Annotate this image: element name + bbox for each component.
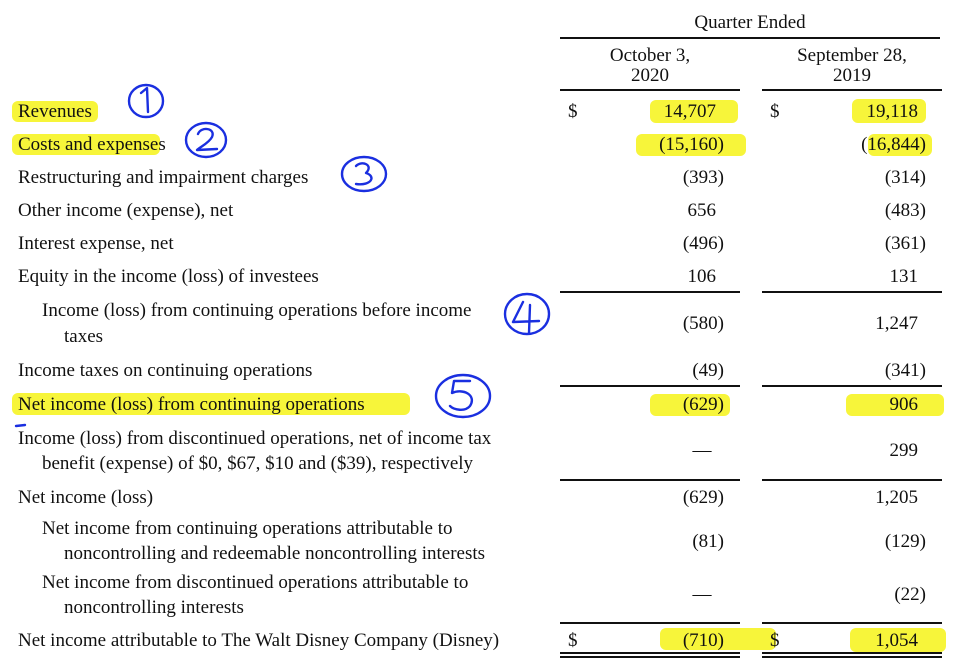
row-label: Costs and expenses	[18, 134, 166, 155]
col2-header-line2: 2019	[833, 65, 871, 86]
row-label-line1: Income (loss) from discontinued operatio…	[18, 428, 492, 449]
highlight-netcont-label	[12, 393, 410, 415]
highlight-revenues-col2	[852, 99, 926, 123]
row-value-2019: (16,844)	[861, 134, 926, 155]
currency-symbol: $	[568, 101, 578, 122]
col1-header-underline	[560, 89, 740, 91]
row-label-line1: Net income from discontinued operations …	[42, 572, 469, 593]
row-value-2019: (483)	[884, 200, 926, 221]
row-value-2020: (15,160)	[659, 134, 724, 155]
total-double-rule-2020-top	[560, 652, 740, 654]
subtotal-rule-2019	[762, 385, 942, 387]
row-label: Restructuring and impairment charges	[18, 167, 309, 188]
col1-header-line1: October 3,	[609, 45, 691, 66]
row-label-line1: Net income from continuing operations at…	[42, 518, 453, 539]
subtotal-rule-2020	[560, 291, 740, 293]
annotation-mark-1	[127, 83, 165, 119]
annotation-mark-4	[503, 292, 551, 336]
highlight-revenues-label	[12, 101, 98, 122]
row-label: Net income attributable to The Walt Disn…	[18, 630, 500, 651]
highlight-disney-col1	[660, 628, 776, 650]
row-value-2020: (393)	[682, 167, 724, 188]
row-value-2020: (81)	[692, 531, 724, 552]
subtotal-rule-2019	[762, 479, 942, 481]
subtotal-rule-2020	[560, 385, 740, 387]
row-value-2020: 14,707	[663, 101, 716, 122]
highlight-costs-col1	[636, 134, 746, 156]
row-value-2019: (361)	[884, 233, 926, 254]
total-double-rule-2019-top	[762, 652, 942, 654]
row-label-line2: noncontrolling interests	[64, 597, 244, 618]
row-value-2020: (710)	[682, 630, 724, 651]
row-value-2020: (496)	[682, 233, 724, 254]
highlight-costs-label	[12, 134, 160, 155]
row-label: Income taxes on continuing operations	[18, 360, 313, 381]
row-label-line1: Income (loss) from continuing operations…	[42, 300, 472, 321]
annotation-mark-2	[184, 121, 228, 159]
row-value-2020: —	[692, 440, 712, 461]
col2-header-underline	[762, 89, 942, 91]
total-double-rule-2020-bottom	[560, 656, 740, 658]
row-value-2020: 656	[687, 200, 717, 221]
row-label: Revenues	[18, 101, 92, 122]
subtotal-rule-2019	[762, 291, 942, 293]
row-value-2020: (629)	[682, 487, 724, 508]
row-value-2020: —	[692, 584, 712, 605]
header-rule	[560, 37, 940, 39]
currency-symbol: $	[770, 101, 780, 122]
row-value-2019: 131	[889, 266, 919, 287]
row-value-2019: 1,205	[875, 487, 918, 508]
highlight-revenues-col1	[650, 100, 738, 123]
annotation-mark-3	[340, 155, 388, 193]
row-value-2019: 906	[889, 394, 919, 415]
row-value-2019: (314)	[884, 167, 926, 188]
subtotal-rule-2020	[560, 479, 740, 481]
row-value-2020: (49)	[692, 360, 724, 381]
row-value-2019: 299	[889, 440, 919, 461]
currency-symbol: $	[770, 630, 780, 651]
row-value-2019: 1,054	[875, 630, 918, 651]
col1-header-line2: 2020	[631, 65, 669, 86]
subtotal-rule-2020	[560, 622, 740, 624]
col2-header-line1: September 28,	[797, 45, 907, 66]
row-value-2019: 1,247	[875, 313, 918, 334]
row-value-2020: (580)	[682, 313, 724, 334]
row-value-2020: 106	[687, 266, 717, 287]
row-label: Net income (loss)	[18, 487, 154, 508]
period-header: Quarter Ended	[694, 12, 806, 33]
total-double-rule-2019-bottom	[762, 656, 942, 658]
highlight-netcont-col1	[650, 394, 730, 416]
row-value-2019: (129)	[884, 531, 926, 552]
highlight-costs-col2	[868, 134, 932, 156]
highlight-disney-col2	[850, 628, 946, 652]
row-value-2020: (629)	[682, 394, 724, 415]
row-value-2019: (341)	[884, 360, 926, 381]
subtotal-rule-2019	[762, 622, 942, 624]
row-label-line2: noncontrolling and redeemable noncontrol…	[64, 543, 486, 564]
row-value-2019: (22)	[894, 584, 926, 605]
annotation-mark-5	[14, 373, 492, 428]
row-label: Interest expense, net	[18, 233, 174, 254]
row-label-line2: taxes	[64, 326, 104, 347]
row-label: Other income (expense), net	[18, 200, 234, 221]
highlight-netcont-col2	[846, 394, 944, 416]
row-label: Net income (loss) from continuing operat…	[18, 394, 365, 415]
row-value-2019: 19,118	[866, 101, 918, 122]
row-label-line2: benefit (expense) of $0, $67, $10 and ($…	[42, 453, 474, 474]
currency-symbol: $	[568, 630, 578, 651]
row-label: Equity in the income (loss) of investees	[18, 266, 319, 287]
